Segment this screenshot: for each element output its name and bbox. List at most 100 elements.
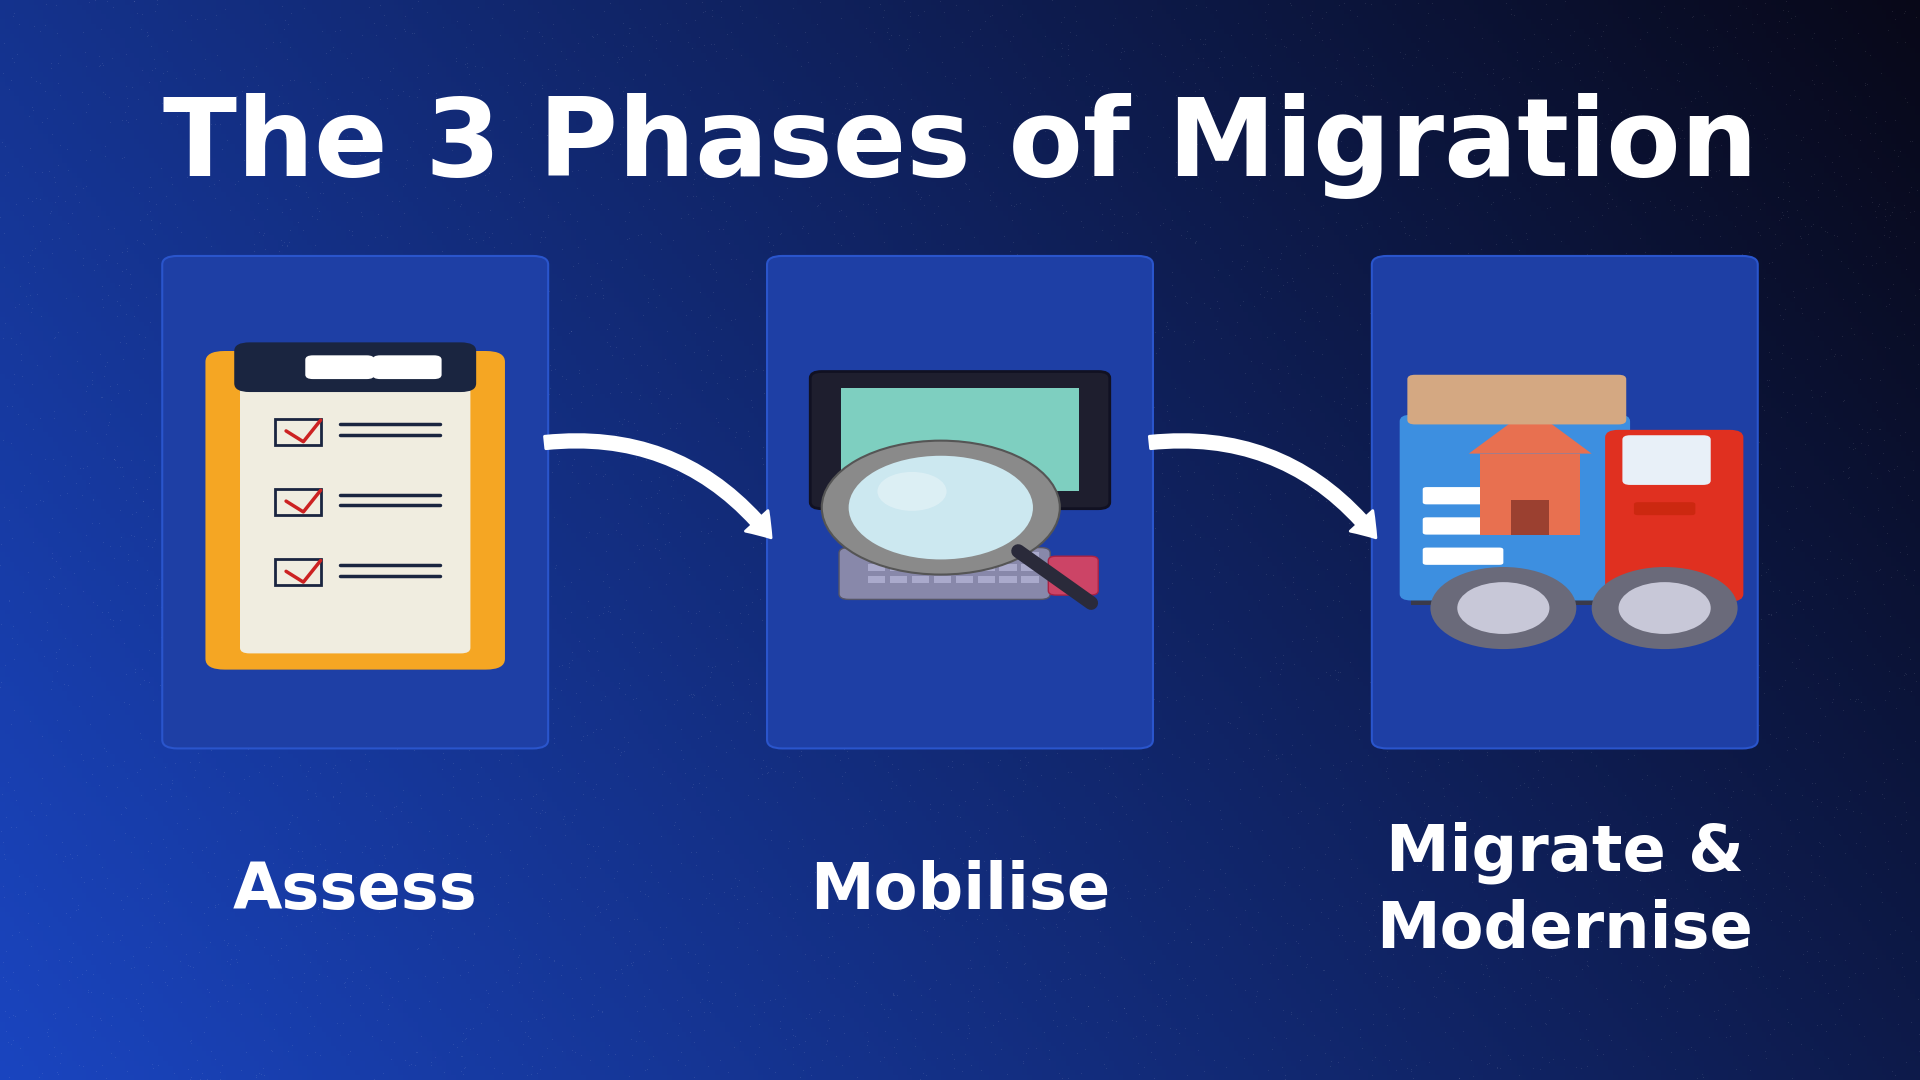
Point xyxy=(25,190,56,207)
Point xyxy=(1235,147,1265,164)
Point xyxy=(1160,287,1190,305)
Point xyxy=(1171,781,1202,798)
Point xyxy=(530,638,561,656)
Point xyxy=(682,433,712,450)
Point xyxy=(0,163,23,180)
Point xyxy=(1020,446,1050,463)
Point xyxy=(461,168,492,186)
Point xyxy=(509,369,540,387)
Point xyxy=(714,528,745,545)
Point xyxy=(1601,397,1632,415)
Point xyxy=(1323,927,1354,944)
Point xyxy=(1400,680,1430,698)
Point xyxy=(693,657,724,674)
Point xyxy=(1763,777,1793,794)
Point xyxy=(348,995,378,1012)
Point xyxy=(1461,430,1492,447)
Point xyxy=(858,408,889,426)
Point xyxy=(1139,913,1169,930)
Point xyxy=(152,793,182,810)
Point xyxy=(121,880,152,897)
Point xyxy=(275,839,305,856)
Point xyxy=(167,484,198,501)
Point xyxy=(1027,654,1058,672)
Point xyxy=(803,567,833,584)
Point xyxy=(614,676,645,693)
Point xyxy=(424,701,455,718)
Point xyxy=(770,413,801,430)
Point xyxy=(670,15,701,32)
Point xyxy=(42,187,73,204)
Point xyxy=(115,265,146,282)
Point xyxy=(900,1010,931,1027)
Point xyxy=(1809,434,1839,451)
Point xyxy=(1753,377,1784,394)
Point xyxy=(914,573,945,591)
Point xyxy=(1732,419,1763,436)
Point xyxy=(1847,285,1878,302)
Point xyxy=(140,195,171,213)
Point xyxy=(515,827,545,845)
Point xyxy=(1096,454,1127,471)
Point xyxy=(1156,555,1187,572)
Point xyxy=(75,468,106,485)
Point xyxy=(970,260,1000,278)
Point xyxy=(1780,396,1811,414)
Point xyxy=(1572,557,1603,575)
Point xyxy=(1699,954,1730,971)
Point xyxy=(115,959,146,976)
Point xyxy=(1764,581,1795,598)
Point xyxy=(1133,824,1164,841)
Point xyxy=(374,63,405,80)
Point xyxy=(1098,216,1129,233)
Point xyxy=(1649,701,1680,718)
Point xyxy=(1206,811,1236,828)
Point xyxy=(109,327,140,345)
Point xyxy=(503,958,534,975)
Point xyxy=(924,509,954,526)
Point xyxy=(566,393,597,410)
Point xyxy=(975,795,1006,812)
Circle shape xyxy=(849,456,1033,559)
Point xyxy=(1609,652,1640,670)
Point xyxy=(1751,760,1782,778)
Point xyxy=(29,450,60,468)
Point xyxy=(1407,538,1438,555)
Point xyxy=(983,716,1014,733)
Point xyxy=(1659,201,1690,218)
Point xyxy=(1198,490,1229,508)
Point xyxy=(417,839,447,856)
Point xyxy=(1415,383,1446,401)
Point xyxy=(349,330,380,348)
Point xyxy=(1354,449,1384,467)
Point xyxy=(927,665,958,683)
Point xyxy=(44,940,75,957)
Point xyxy=(209,764,240,781)
Point xyxy=(701,150,732,167)
Point xyxy=(269,233,300,251)
Point xyxy=(1048,685,1079,702)
Point xyxy=(981,566,1012,583)
Point xyxy=(56,954,86,971)
Point xyxy=(1797,600,1828,618)
Point xyxy=(1870,853,1901,870)
Point xyxy=(970,679,1000,697)
Point xyxy=(1705,488,1736,505)
Point xyxy=(588,286,618,303)
Point xyxy=(732,900,762,917)
Point xyxy=(958,553,989,570)
Point xyxy=(1728,99,1759,117)
Point xyxy=(6,367,36,384)
Point xyxy=(1601,692,1632,710)
Point xyxy=(388,82,419,99)
Point xyxy=(897,285,927,302)
Point xyxy=(714,368,745,386)
Point xyxy=(1094,571,1125,589)
Point xyxy=(106,501,136,518)
Point xyxy=(516,1066,547,1080)
Point xyxy=(1469,160,1500,177)
Point xyxy=(1004,759,1035,777)
Point xyxy=(939,513,970,530)
Point xyxy=(223,942,253,959)
Point xyxy=(785,219,816,237)
